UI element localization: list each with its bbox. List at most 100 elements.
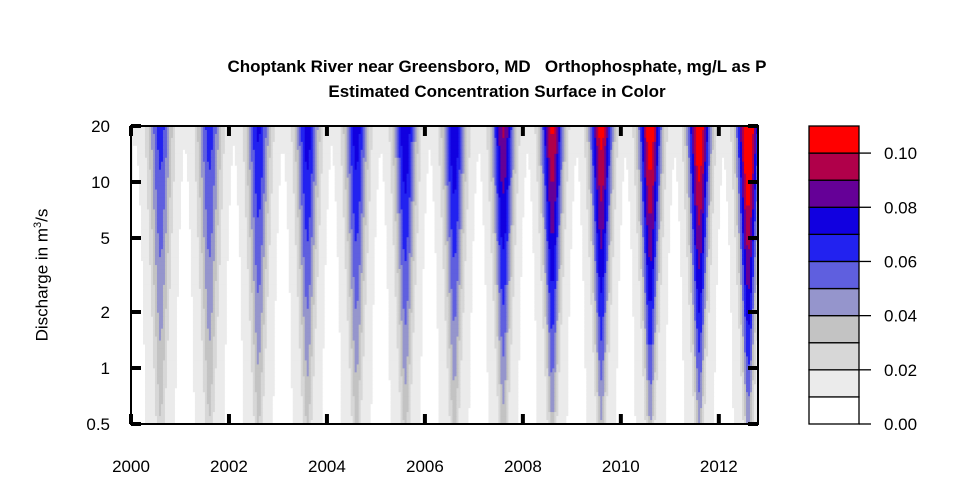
contour-cell	[140, 221, 150, 226]
contour-cell	[604, 217, 607, 222]
contour-cell	[690, 173, 693, 179]
contour-cell	[628, 185, 637, 191]
contour-cell	[146, 181, 152, 187]
contour-cell	[580, 209, 589, 215]
contour-cell	[268, 169, 274, 175]
contour-cell	[446, 189, 450, 195]
contour-cell	[500, 221, 507, 226]
contour-cell	[702, 149, 705, 155]
contour-cell	[642, 161, 645, 167]
contour-cell	[362, 189, 366, 195]
contour-cell	[444, 193, 448, 199]
contour-cell	[716, 145, 733, 151]
contour-cell	[198, 181, 204, 187]
contour-cell	[200, 157, 204, 163]
contour-cell	[692, 197, 695, 203]
contour-cell	[234, 149, 244, 155]
contour-cell	[236, 185, 246, 191]
contour-cell	[466, 133, 472, 139]
contour-cell	[568, 161, 577, 167]
contour-cell	[428, 153, 432, 159]
contour-cell	[754, 185, 757, 191]
contour-cell	[736, 205, 739, 211]
contour-cell	[752, 221, 755, 226]
contour-cell	[490, 157, 494, 163]
contour-cell	[754, 217, 757, 222]
contour-cell	[294, 233, 300, 238]
contour-cell	[710, 197, 713, 203]
contour-cell	[218, 201, 224, 207]
contour-cell	[386, 229, 394, 234]
contour-cell	[246, 177, 252, 183]
contour-cell	[162, 129, 168, 135]
contour-cell	[744, 126, 755, 131]
contour-cell	[202, 225, 208, 230]
contour-cell	[654, 205, 657, 211]
contour-cell	[418, 149, 422, 155]
contour-cell	[254, 217, 264, 222]
contour-cell	[410, 241, 414, 246]
contour-cell	[578, 177, 587, 183]
contour-cell	[696, 193, 703, 199]
contour-cell	[566, 221, 573, 226]
contour-cell	[688, 153, 691, 159]
contour-cell	[694, 189, 697, 195]
contour-cell	[360, 181, 364, 187]
contour-cell	[166, 133, 170, 139]
contour-cell	[466, 237, 476, 242]
contour-cell	[464, 141, 468, 147]
contour-cell	[150, 213, 156, 218]
contour-cell	[218, 193, 224, 199]
contour-cell	[702, 205, 705, 211]
contour-cell	[220, 221, 230, 226]
contour-cell	[304, 126, 312, 131]
contour-cell	[644, 181, 647, 187]
contour-cell	[516, 201, 525, 207]
contour-cell	[358, 213, 362, 218]
contour-cell	[348, 126, 352, 131]
contour-cell	[488, 169, 492, 175]
contour-cell	[272, 185, 280, 191]
contour-cell	[656, 225, 659, 230]
contour-cell	[610, 189, 613, 195]
contour-cell	[448, 161, 452, 167]
contour-cell	[350, 161, 356, 167]
contour-cell	[234, 161, 246, 167]
contour-cell	[166, 217, 170, 222]
contour-cell	[152, 193, 158, 199]
contour-cell	[400, 225, 404, 230]
contour-cell	[348, 181, 352, 187]
contour-cell	[510, 233, 513, 238]
contour-cell	[318, 141, 324, 147]
contour-cell	[640, 185, 643, 191]
contour-cell	[350, 201, 354, 207]
contour-cell	[728, 229, 735, 234]
contour-cell	[266, 217, 272, 222]
contour-cell	[206, 213, 214, 218]
contour-cell	[352, 181, 362, 187]
contour-cell	[596, 209, 599, 215]
contour-cell	[464, 225, 468, 230]
contour-cell	[384, 197, 394, 203]
contour-cell	[540, 153, 543, 159]
contour-cell	[556, 233, 559, 238]
contour-cell	[322, 149, 332, 155]
contour-cell	[498, 145, 502, 151]
contour-cell	[596, 141, 601, 147]
contour-cell	[146, 185, 152, 191]
contour-cell	[464, 137, 468, 143]
contour-cell	[166, 177, 172, 183]
contour-cell	[512, 173, 515, 179]
contour-cell	[414, 185, 418, 191]
contour-cell	[316, 149, 320, 155]
contour-cell	[202, 189, 206, 195]
contour-cell	[750, 217, 753, 222]
contour-cell	[714, 169, 723, 175]
contour-cell	[616, 197, 623, 203]
contour-cell	[342, 181, 346, 187]
contour-cell	[368, 157, 372, 163]
contour-cell	[452, 173, 458, 179]
contour-cell	[734, 161, 737, 167]
contour-cell	[560, 201, 563, 207]
contour-cell	[610, 161, 613, 167]
